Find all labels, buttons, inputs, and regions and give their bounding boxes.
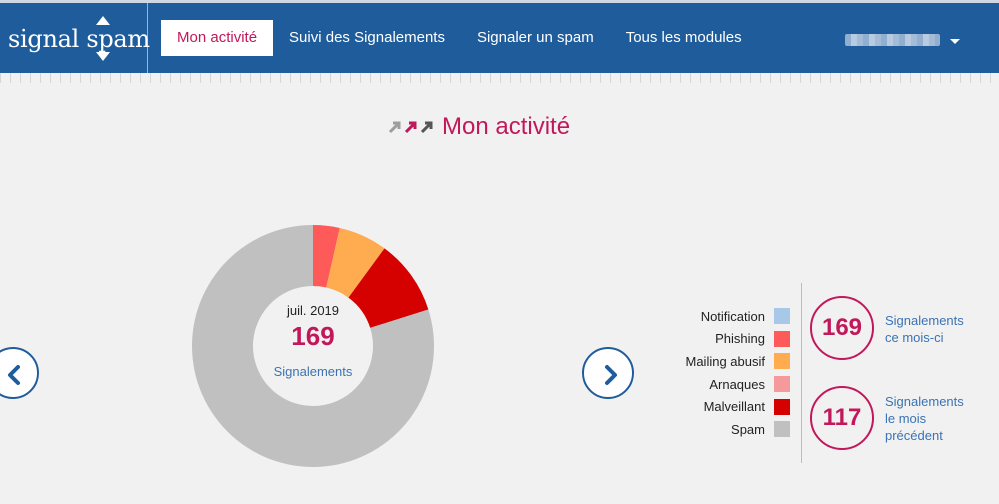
donut-slice-phishing[interactable] — [313, 225, 340, 288]
legend-swatch — [774, 421, 790, 438]
nav-mon-activite[interactable]: Mon activité — [161, 20, 274, 56]
donut-count: 169 — [291, 321, 335, 351]
caret-down-icon[interactable] — [950, 39, 960, 44]
donut-slice-spam[interactable] — [192, 225, 434, 467]
legend-label: Spam — [731, 421, 765, 437]
legend-item[interactable]: Malveillant — [640, 395, 790, 418]
legend-label: Notification — [700, 308, 765, 324]
user-name-blurred[interactable] — [845, 34, 940, 46]
current-month-label-line2: ce mois-ci — [885, 330, 944, 345]
chart-legend: Notification Phishing Mailing abusif Arnaqu… — [640, 305, 790, 441]
legend-label: Mailing abusif — [685, 353, 766, 369]
current-month-label-line1: Signalements — [885, 313, 964, 328]
title-arrows-icon — [388, 120, 434, 134]
page-title: Mon activité — [442, 113, 571, 140]
nav-suivi-signalements[interactable]: Suivi des Signalements — [289, 29, 445, 46]
legend-item[interactable]: Mailing abusif — [640, 350, 790, 373]
decorative-ruler — [0, 73, 999, 83]
chevron-right-icon — [605, 365, 617, 385]
legend-item[interactable]: Spam — [640, 418, 790, 441]
nav-signaler-spam[interactable]: Signaler un spam — [476, 29, 594, 46]
top-navigation-bar: signal spam Mon activité Suivi des Signa… — [0, 0, 999, 73]
previous-month-count: 117 — [810, 386, 874, 450]
previous-month-label-line2: le mois — [885, 411, 927, 426]
legend-swatch — [774, 376, 790, 393]
legend-swatch — [774, 308, 790, 325]
stats-divider — [801, 283, 802, 463]
logo-text: signal spam — [8, 25, 150, 53]
donut-slice-malveillant[interactable] — [348, 248, 429, 328]
legend-label: Malveillant — [703, 399, 765, 415]
legend-label: Arnaques — [709, 376, 765, 392]
legend-item[interactable]: Phishing — [640, 328, 790, 351]
previous-month-label: Signalements le mois précédent — [885, 393, 985, 444]
header-divider — [147, 3, 148, 73]
logo-triangle-down-icon — [96, 52, 110, 61]
legend-swatch — [774, 330, 790, 347]
chevron-left-icon — [8, 365, 20, 385]
legend-item[interactable]: Arnaques — [640, 373, 790, 396]
main-nav: Mon activité Suivi des Signalements Sign… — [161, 20, 758, 56]
nav-tous-modules[interactable]: Tous les modules — [625, 29, 742, 46]
previous-month-label-line1: Signalements — [885, 394, 964, 409]
activity-donut-chart — [192, 225, 434, 467]
previous-month-label-line3: précédent — [885, 428, 943, 443]
legend-item[interactable]: Notification — [640, 305, 790, 328]
donut-slice-mailing-abusif[interactable] — [326, 227, 385, 298]
signal-spam-logo[interactable]: signal spam — [8, 13, 150, 65]
previous-month-button[interactable] — [0, 347, 39, 399]
current-month-count: 169 — [810, 296, 874, 360]
donut-center: juil. 2019 169 Signalements — [253, 286, 373, 406]
legend-label: Phishing — [715, 331, 765, 347]
donut-label[interactable]: Signalements — [273, 364, 353, 379]
donut-month: juil. 2019 — [286, 303, 340, 318]
next-month-button[interactable] — [582, 347, 634, 399]
page-title-block: Mon activité — [388, 112, 570, 142]
legend-swatch — [774, 398, 790, 415]
legend-swatch — [774, 353, 790, 370]
current-month-label: Signalements ce mois-ci — [885, 312, 985, 346]
logo-triangle-up-icon — [96, 16, 110, 25]
